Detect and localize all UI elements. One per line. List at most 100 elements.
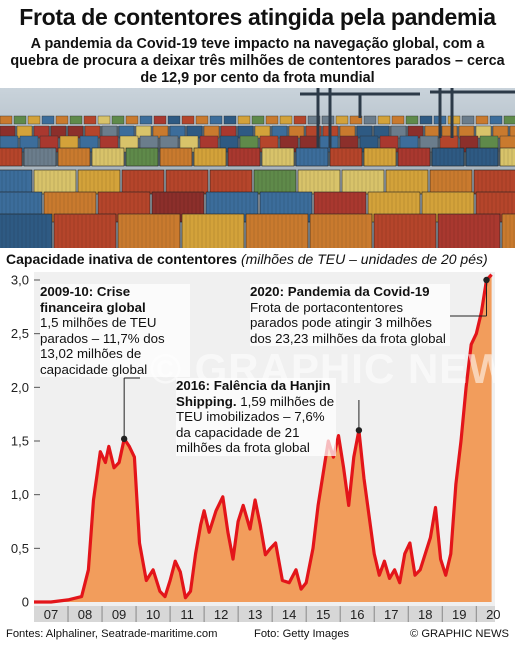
photo-container: [373, 213, 437, 248]
photo-container: [341, 169, 385, 195]
photo-container: [55, 115, 69, 125]
photo-container: [297, 169, 341, 195]
container-port-illustration: [0, 88, 515, 248]
x-axis: 07 08 09 10 11 12 13 14 15 16 17 18 19 20: [44, 606, 501, 622]
photo-container: [377, 115, 391, 125]
x-tick-label: 19: [452, 607, 466, 622]
photo-container: [309, 213, 373, 248]
photo-container: [397, 147, 431, 167]
photo-container: [223, 115, 237, 125]
y-tick-label: 1,5: [11, 434, 29, 449]
x-tick-label: 15: [316, 607, 330, 622]
x-tick-label: 20: [486, 607, 500, 622]
photo-container: [437, 213, 501, 248]
photo-container: [473, 169, 515, 195]
plot-area: [34, 273, 493, 604]
y-tick-label: 2,5: [11, 326, 29, 341]
photo-container: [321, 115, 335, 125]
photo-container: [245, 213, 309, 248]
y-tick-label: 1,0: [11, 487, 29, 502]
leader-dot: [483, 276, 490, 284]
container-port-photo: [0, 88, 515, 248]
photo-container: [293, 115, 307, 125]
y-axis: 3,0 2,5 2,0 1,5 1,0 0,5 0: [11, 273, 40, 610]
x-tick-label: 18: [418, 607, 432, 622]
photo-container: [509, 125, 515, 139]
x-tick-label: 11: [180, 607, 194, 622]
page-subtitle: A pandemia da Covid-19 teve impacto na n…: [10, 36, 505, 86]
photo-container: [429, 169, 473, 195]
photo-container: [13, 115, 27, 125]
annotation-2020-title: 2020: Pandemia da Covid-19: [250, 284, 430, 299]
photo-container: [489, 115, 503, 125]
photo-container: [83, 115, 97, 125]
photo-container: [385, 169, 429, 195]
x-tick-label: 08: [78, 607, 92, 622]
y-tick-label: 0: [22, 595, 29, 610]
photo-container: [41, 115, 55, 125]
photo-container: [503, 115, 515, 125]
photo-container: [139, 115, 153, 125]
x-tick-label: 07: [44, 607, 58, 622]
photo-container: [279, 115, 293, 125]
photo-container: [0, 169, 33, 195]
x-tick-label: 17: [384, 607, 398, 622]
footer-photo-credit: Foto: Getty Images: [254, 628, 350, 640]
photo-container: [193, 147, 227, 167]
photo-container: [53, 213, 117, 248]
photo-container: [125, 147, 159, 167]
x-tick-label: 13: [248, 607, 262, 622]
photo-container: [117, 213, 181, 248]
annotation-2009-title: 2009-10: Crise financeira global: [40, 284, 146, 315]
annotation-2016: 2016: Falência da Hanjin Shipping. 1,59 …: [176, 378, 336, 456]
photo-container: [167, 115, 181, 125]
photo-container: [295, 147, 329, 167]
annotation-2020-text: Frota de portacontentores parados pode a…: [250, 299, 446, 346]
photo-container: [431, 147, 465, 167]
photo-container: [50, 125, 67, 139]
photo-container: [111, 115, 125, 125]
photo-container: [261, 147, 295, 167]
footer-sources: Fontes: Alphaliner, Seatrade-maritime.co…: [6, 628, 218, 640]
x-tick-label: 09: [112, 607, 126, 622]
annotation-leaders: [120, 276, 490, 443]
photo-crane: [430, 88, 515, 138]
x-axis-band: [34, 606, 495, 622]
photo-container: [405, 115, 419, 125]
annotation-2020: 2020: Pandemia da Covid-19 Frota de port…: [250, 284, 450, 346]
annotation-2009-text: 1,5 milhões de TEU parados – 11,7% dos 1…: [40, 315, 165, 377]
photo-container: [91, 147, 125, 167]
photo-container: [27, 115, 41, 125]
chart-heading: Capacidade inativa de contentores (milhõ…: [6, 251, 488, 267]
photo-container: [307, 115, 321, 125]
photo-container: [125, 115, 139, 125]
photo-container: [363, 147, 397, 167]
photo-container: [159, 147, 193, 167]
photo-container: [465, 147, 499, 167]
photo-container: [227, 147, 261, 167]
photo-container: [195, 115, 209, 125]
x-tick-label: 16: [350, 607, 364, 622]
photo-container: [121, 169, 165, 195]
page-title: Frota de contentores atingida pela pande…: [19, 4, 496, 30]
photo-container: [209, 169, 253, 195]
y-tick-label: 3,0: [11, 273, 29, 288]
photo-container: [251, 115, 265, 125]
photo-container: [69, 115, 83, 125]
photo-container: [97, 115, 111, 125]
photo-container: [499, 147, 515, 167]
annotation-2016-title: 2016: Falência da Hanjin Shipping.: [176, 378, 331, 409]
photo-container: [363, 115, 377, 125]
y-tick-label: 2,0: [11, 380, 29, 395]
photo-container: [181, 115, 195, 125]
photo-container: [209, 115, 223, 125]
leader-dot: [120, 435, 128, 443]
chart-title: Capacidade inativa de contentores: [6, 251, 238, 267]
series-line: [34, 273, 493, 604]
photo-container: [33, 169, 77, 195]
photo-container: [237, 115, 251, 125]
chart-unit-note: (milhões de TEU – unidades de 20 pés): [240, 251, 488, 267]
footer-copyright: © GRAPHIC NEWS: [410, 628, 509, 640]
x-tick-label: 14: [282, 607, 296, 622]
photo-container: [329, 147, 363, 167]
